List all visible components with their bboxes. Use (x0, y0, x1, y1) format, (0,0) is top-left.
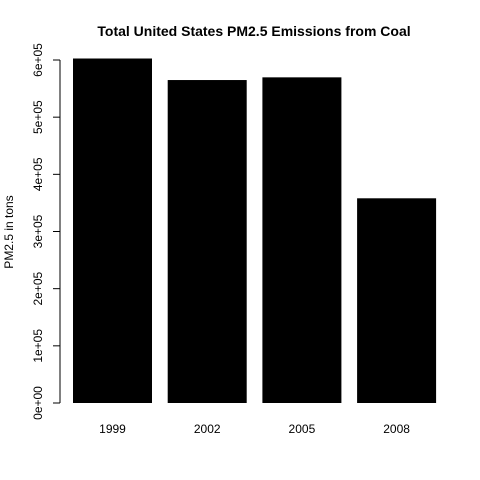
bar-2005 (262, 77, 342, 403)
y-tick-label: 6e+05 (31, 43, 45, 77)
bar-2002 (167, 80, 247, 404)
bar-2008 (357, 198, 437, 403)
y-axis-ticks: 0e+00 1e+05 2e+05 3e+05 4e+05 5e+05 6e+05 (31, 43, 60, 420)
x-tick-label: 2005 (289, 422, 316, 436)
bar-1999 (73, 58, 152, 404)
y-tick-label: 5e+05 (31, 100, 45, 134)
x-tick-label: 2002 (194, 422, 221, 436)
y-tick-label: 3e+05 (31, 214, 45, 248)
y-tick-label: 2e+05 (31, 271, 45, 305)
y-axis-label: PM2.5 in tons (2, 195, 16, 268)
x-tick-label: 2008 (383, 422, 410, 436)
x-axis-tick-labels: 1999 2002 2005 2008 (99, 422, 410, 436)
x-tick-label: 1999 (99, 422, 126, 436)
chart-title: Total United States PM2.5 Emissions from… (97, 23, 410, 39)
y-tick-label: 1e+05 (31, 329, 45, 363)
y-tick-label: 4e+05 (31, 157, 45, 191)
y-tick-label: 0e+00 (31, 386, 45, 420)
bars (73, 58, 437, 404)
